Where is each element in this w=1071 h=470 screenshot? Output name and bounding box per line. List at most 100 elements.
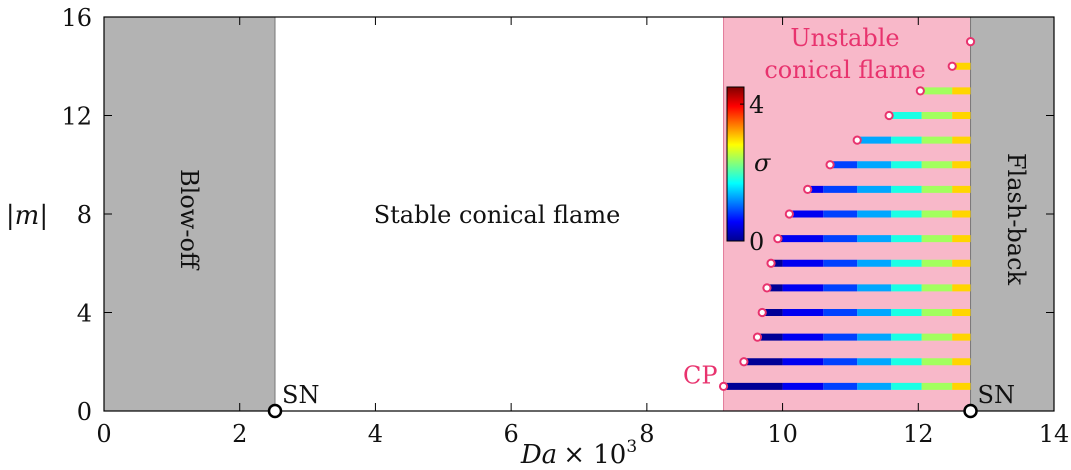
x-tick-label: 2 [232, 420, 247, 448]
region-0 [104, 17, 275, 411]
y-tick-label: 12 [61, 103, 92, 131]
growth-bar-m9-seg1 [807, 185, 824, 193]
growth-bar-m14-seg6 [952, 62, 971, 70]
onset-point-m15 [965, 37, 976, 47]
growth-bar-m2-seg3 [857, 358, 892, 366]
onset-point-m2 [739, 357, 749, 367]
growth-bar-m9-seg5 [921, 185, 953, 193]
flash-back-label: Flash-back [1002, 153, 1030, 286]
growth-bar-m13-seg6 [952, 87, 971, 95]
unstable-region-label-line2: conical flame [764, 56, 925, 84]
growth-bar-m11-seg4 [891, 136, 922, 144]
onset-point-m3 [752, 332, 763, 342]
growth-bar-m12-seg6 [952, 112, 971, 119]
growth-bar-m8-seg4 [891, 210, 922, 218]
growth-bar-m1-seg0 [723, 382, 783, 390]
growth-bar-m1-seg5 [921, 382, 953, 390]
growth-rate-bars [723, 62, 971, 390]
growth-bar-m5-seg0 [766, 284, 783, 292]
growth-bar-m9-seg4 [891, 185, 922, 193]
growth-bar-m2-seg2 [823, 358, 858, 366]
onset-points [718, 37, 976, 391]
growth-bar-m5-seg1 [782, 284, 824, 292]
x-tick-label: 10 [767, 420, 798, 448]
growth-bar-m1-seg4 [891, 382, 922, 390]
growth-bar-m4-seg3 [857, 309, 892, 316]
growth-bar-m4-seg1 [782, 309, 824, 316]
growth-bar-m11-seg5 [921, 136, 953, 144]
growth-bar-m2-seg6 [952, 358, 971, 366]
growth-bar-m4-seg5 [921, 309, 953, 316]
x-tick-label: 0 [96, 420, 111, 448]
growth-bar-m7-seg2 [823, 235, 858, 243]
growth-bar-m10-seg3 [857, 161, 892, 169]
growth-bar-m9-seg2 [823, 185, 858, 193]
growth-bar-m6-seg5 [921, 259, 953, 267]
growth-bar-m8-seg5 [921, 210, 953, 218]
growth-bar-m3-seg6 [952, 333, 971, 341]
growth-bar-m11-seg6 [952, 136, 971, 144]
saddle-node-left-marker [267, 403, 283, 419]
growth-bar-m2-seg0 [743, 358, 783, 366]
region-1 [275, 17, 724, 411]
growth-bar-m4-seg4 [891, 309, 922, 316]
growth-bar-m2-seg4 [891, 358, 922, 366]
growth-bar-m10-seg2 [830, 161, 858, 169]
growth-bar-m5-seg5 [921, 284, 953, 292]
onset-point-m14 [947, 61, 957, 71]
growth-bar-m2-seg5 [921, 358, 953, 366]
saddle-node-left-label: SN [282, 381, 319, 409]
colorbar-label: σ [754, 149, 771, 177]
growth-bar-m2-seg1 [782, 358, 824, 366]
growth-bar-m6-seg2 [823, 259, 858, 267]
x-tick-label: 8 [639, 420, 654, 448]
growth-bar-m1-seg2 [823, 382, 858, 390]
y-tick-label: 4 [77, 300, 92, 328]
growth-bar-m5-seg6 [952, 284, 971, 292]
growth-bar-m5-seg4 [891, 284, 922, 292]
growth-bar-m1-seg6 [952, 382, 971, 390]
x-axis-label-times: × 10 [563, 440, 626, 470]
onset-point-m5 [762, 283, 772, 293]
x-tick-label: 6 [504, 420, 519, 448]
growth-bar-m3-seg4 [891, 333, 922, 341]
growth-bar-m10-seg6 [952, 161, 971, 169]
x-tick-label: 14 [1039, 420, 1070, 448]
growth-bar-m4-seg0 [762, 309, 783, 316]
onset-point-m7 [773, 234, 783, 244]
growth-bar-m3-seg2 [823, 333, 858, 341]
blow-off-label: Blow-off [175, 169, 203, 271]
growth-bar-m6-seg0 [771, 259, 783, 267]
onset-point-m12 [884, 110, 894, 121]
growth-bar-m7-seg3 [857, 235, 892, 243]
growth-bar-m8-seg2 [823, 210, 858, 218]
critical-point-label: CP [683, 361, 718, 389]
growth-bar-m1-seg1 [782, 382, 824, 390]
growth-bar-m13-seg5 [921, 87, 953, 95]
growth-bar-m8-seg1 [789, 210, 824, 218]
growth-bar-m6-seg1 [782, 259, 824, 267]
growth-bar-m3-seg3 [857, 333, 892, 341]
growth-bar-m9-seg3 [857, 185, 892, 193]
growth-bar-m6-seg4 [891, 259, 922, 267]
onset-point-m4 [757, 307, 767, 318]
onset-point-m8 [784, 209, 794, 219]
y-tick-label: 0 [77, 398, 92, 426]
x-tick-label: 12 [903, 420, 934, 448]
y-tick-label: 16 [61, 4, 92, 32]
onset-point-m13 [915, 86, 925, 96]
growth-bar-m8-seg6 [952, 210, 971, 218]
onset-point-m1 [718, 381, 729, 391]
onset-point-m9 [803, 184, 813, 194]
growth-bar-m3-seg5 [921, 333, 953, 341]
growth-bar-m7-seg5 [921, 235, 953, 243]
growth-bar-m4-seg6 [952, 309, 971, 316]
growth-bar-m10-seg5 [921, 161, 953, 169]
growth-bar-m6-seg6 [952, 259, 971, 267]
growth-bar-m7-seg1 [782, 235, 824, 243]
growth-bar-m5-seg3 [857, 284, 892, 292]
growth-bar-m12-seg4 [891, 112, 922, 119]
x-axis-label: Da × 103 [520, 437, 637, 470]
unstable-region-label-line1: Unstable [790, 24, 899, 52]
